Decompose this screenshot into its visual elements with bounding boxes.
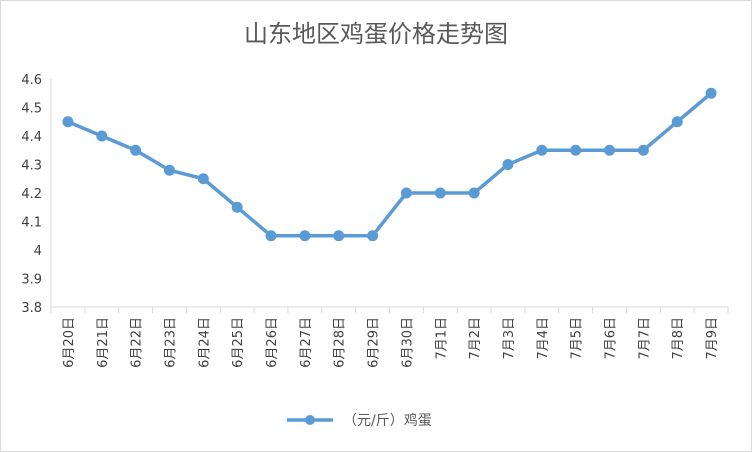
data-point [400,187,412,199]
x-tick-label: 6月22日 [130,317,145,368]
y-tick-label: 4.5 [21,102,42,117]
legend-marker [305,415,315,425]
data-point [468,187,480,199]
x-tick-label: 6月27日 [299,317,314,368]
x-tick-label: 6月28日 [333,317,348,368]
data-point [265,230,277,242]
y-tick-label: 4.3 [21,159,42,174]
x-tick-label: 7月1日 [434,317,449,360]
x-tick-label: 6月29日 [367,317,382,368]
data-point [163,164,175,176]
series-line [67,91,713,238]
data-point [671,116,683,128]
data-point [333,230,345,242]
x-tick-label: 7月6日 [604,317,619,360]
x-tick-label: 7月9日 [705,317,720,360]
x-tick-label: 6月23日 [163,317,178,368]
data-point [570,144,582,156]
series-group [62,87,717,242]
x-tick-label: 7月2日 [468,317,483,360]
x-tick-label: 6月21日 [96,317,111,368]
x-tick-label: 6月30日 [400,317,415,368]
x-tick-label: 6月25日 [231,317,246,368]
data-point [62,116,74,128]
chart-title: 山东地区鸡蛋价格走势图 [244,20,508,48]
x-tick-label: 7月8日 [671,317,686,360]
x-tick-label: 7月7日 [637,317,652,360]
x-axis-ticks: 6月20日 6月21日 6月22日 6月23日 6月24日 6月25日 6月26日 6月27日… [50,307,729,368]
y-tick-label: 3.9 [21,273,42,288]
x-tick-label: 7月5日 [570,317,585,360]
x-tick-label: 6月20日 [62,317,77,368]
x-tick-label: 7月3日 [502,317,517,360]
x-tick-label: 6月26日 [265,317,280,368]
y-tick-label: 4.6 [21,73,42,88]
y-tick-label: 4.4 [21,130,42,145]
data-point [536,144,548,156]
data-point [705,87,717,99]
y-tick-label: 4.2 [21,187,42,202]
data-point [130,144,142,156]
data-point [367,230,379,242]
y-axis-ticks: 3.8 3.9 4 4.1 4.2 4.3 4.4 4.5 4.6 [21,73,42,316]
y-tick-label: 4 [34,244,42,259]
legend: （元/斤）鸡蛋 [287,412,432,429]
data-point [502,159,514,170]
data-point [231,201,243,213]
data-point [299,230,311,242]
axes [50,79,728,308]
legend-label: （元/斤）鸡蛋 [343,412,432,429]
data-point [434,187,446,199]
y-tick-label: 3.8 [21,301,42,316]
x-tick-label: 6月24日 [197,317,212,368]
data-point [197,173,209,185]
x-tick-label: 7月4日 [536,317,551,360]
data-point [637,144,649,156]
y-tick-label: 4.1 [21,216,42,231]
data-point [604,144,616,156]
data-point [96,130,108,142]
